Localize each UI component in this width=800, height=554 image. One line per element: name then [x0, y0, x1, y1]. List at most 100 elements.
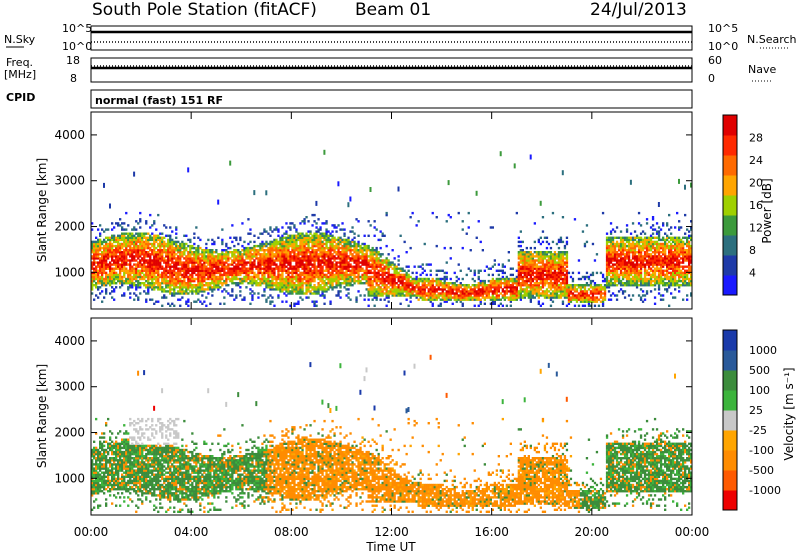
- heatmap-cell: [509, 284, 512, 287]
- heatmap-cell: [169, 251, 172, 254]
- heatmap-cell: [407, 284, 410, 287]
- heatmap-cell: [221, 240, 224, 244]
- heatmap-cell: [431, 282, 434, 285]
- heatmap-cell: [503, 292, 506, 295]
- heatmap-cell: [261, 255, 264, 258]
- heatmap-cell: [267, 261, 270, 264]
- heatmap-cell: [517, 292, 520, 295]
- heatmap-cell: [577, 298, 581, 301]
- heatmap-cell: [113, 251, 116, 254]
- heatmap-cell: [113, 275, 116, 279]
- heatmap-cell: [403, 240, 406, 244]
- heatmap-cell: [209, 269, 212, 272]
- heatmap-cell: [139, 259, 142, 262]
- heatmap-cell: [379, 238, 382, 242]
- heatmap-cell: [275, 259, 278, 262]
- heatmap-cell: [567, 300, 571, 303]
- heatmap-cell: [255, 275, 258, 279]
- heatmap-cell: [125, 238, 128, 242]
- heatmap-cell: [527, 251, 530, 254]
- heatmap-cell: [329, 261, 332, 264]
- heatmap-cell: [451, 302, 454, 305]
- heatmap-cell: [273, 242, 276, 246]
- heatmap-cell: [91, 251, 94, 254]
- heatmap-cell: [237, 269, 240, 272]
- heatmap-cell: [551, 255, 555, 258]
- heatmap-cell: [161, 304, 164, 307]
- heatmap-cell: [395, 269, 398, 272]
- heatmap-cell: [505, 275, 508, 279]
- heatmap-cell: [387, 277, 390, 281]
- heatmap-cell: [207, 269, 210, 272]
- heatmap-cell: [585, 300, 589, 303]
- heatmap-cell: [209, 273, 212, 277]
- heatmap-cell: [331, 234, 334, 237]
- heatmap-cell: [461, 304, 464, 307]
- heatmap-cell: [255, 251, 258, 254]
- heatmap-cell: [343, 267, 346, 270]
- heatmap-cell: [185, 234, 188, 237]
- heatmap-cell: [553, 263, 557, 266]
- heatmap-cell: [157, 236, 160, 239]
- heatmap-cell: [319, 238, 322, 242]
- heatmap-cell: [223, 261, 226, 264]
- heatmap-cell: [259, 267, 262, 270]
- heatmap-cell: [327, 234, 330, 237]
- heatmap-cell: [117, 244, 120, 248]
- heatmap-cell: [519, 286, 522, 289]
- heatmap-cell: [147, 244, 150, 248]
- heatmap-cell: [335, 257, 338, 260]
- heatmap-cell: [401, 277, 404, 281]
- heatmap-cell: [177, 290, 180, 293]
- heatmap-cell: [285, 269, 288, 272]
- heatmap-cell: [333, 273, 336, 277]
- heatmap-cell: [209, 277, 212, 281]
- heatmap-cell: [193, 232, 196, 235]
- heatmap-cell: [359, 261, 362, 264]
- heatmap-cell: [327, 282, 330, 285]
- heatmap-cell: [187, 255, 190, 258]
- heatmap-cell: [117, 273, 120, 277]
- heatmap-cell: [537, 255, 540, 258]
- heatmap-cell: [471, 298, 474, 301]
- heatmap-cell: [305, 240, 308, 244]
- heatmap-cell: [313, 300, 316, 303]
- heatmap-cell: [211, 265, 214, 268]
- heatmap-cell: [167, 265, 170, 268]
- heatmap-cell: [295, 265, 298, 268]
- heatmap-cell: [273, 253, 276, 256]
- heatmap-cell: [461, 302, 464, 305]
- heatmap-cell: [465, 294, 468, 297]
- heatmap-cell: [431, 277, 434, 281]
- heatmap-cell: [295, 290, 298, 293]
- heatmap-cell: [183, 242, 186, 246]
- heatmap-cell: [329, 249, 332, 252]
- heatmap-cell: [493, 288, 496, 291]
- heatmap-cell: [587, 304, 591, 307]
- heatmap-cell: [169, 234, 172, 237]
- heatmap-cell: [207, 284, 210, 287]
- heatmap-cell: [523, 275, 526, 279]
- heatmap-cell: [339, 269, 342, 272]
- heatmap-cell: [317, 249, 320, 252]
- heatmap-cell: [571, 292, 575, 295]
- heatmap-cell: [601, 273, 605, 277]
- heatmap-cell: [365, 279, 368, 283]
- heatmap-cell: [581, 294, 585, 297]
- heatmap-cell: [341, 251, 344, 254]
- heatmap-cell: [437, 304, 440, 307]
- heatmap-cell: [153, 302, 156, 305]
- heatmap-cell: [363, 277, 366, 281]
- heatmap-cell: [461, 290, 464, 293]
- heatmap-cell: [193, 277, 196, 281]
- heatmap-cell: [169, 255, 172, 258]
- heatmap-cell: [247, 249, 250, 252]
- heatmap-cell: [123, 292, 126, 295]
- heatmap-cell: [285, 294, 288, 297]
- heatmap-cell: [121, 282, 124, 285]
- heatmap-cell: [203, 251, 206, 254]
- heatmap-cell: [313, 242, 316, 246]
- heatmap-cell: [551, 271, 555, 275]
- heatmap-cell: [201, 265, 204, 268]
- heatmap-cell: [353, 257, 356, 260]
